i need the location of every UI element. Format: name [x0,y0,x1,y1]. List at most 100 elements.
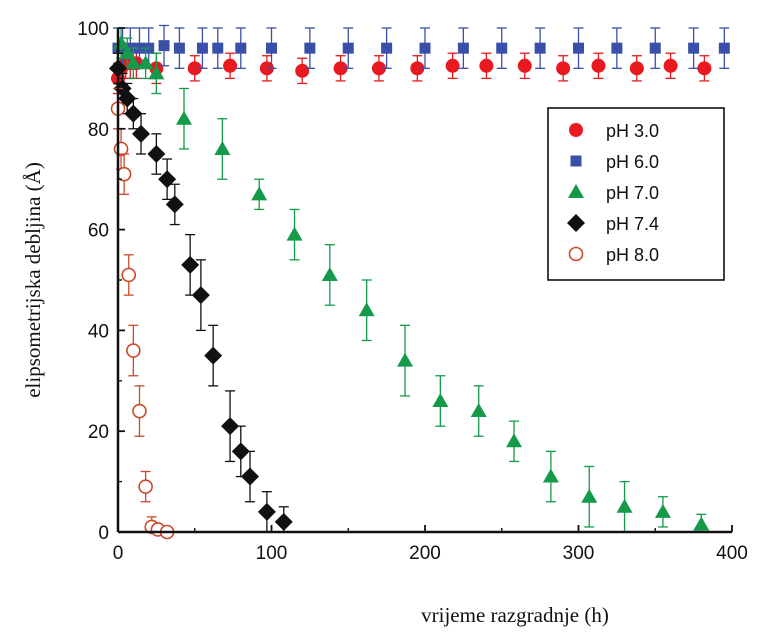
data-point [241,467,260,486]
data-point [126,343,141,358]
data-point [121,267,137,283]
legend-item: pH 7.4 [567,214,659,234]
data-point [214,140,231,155]
data-point [137,55,154,70]
data-point [333,61,348,76]
y-tick-label: 100 [77,19,109,40]
data-point [158,170,177,189]
data-point [506,433,523,448]
legend-marker [568,246,584,262]
series-ph-6-0 [112,24,730,69]
data-point [158,40,170,52]
legend-item: pH 8.0 [568,245,659,265]
data-point [697,61,712,76]
data-point [223,58,238,73]
axes: 0 100 200 300 400 0 20 40 60 80 100 [77,19,748,564]
data-point [534,42,546,54]
data-point [235,42,247,54]
data-point [304,42,316,54]
data-point [257,502,276,521]
legend-label: pH 3.0 [606,121,659,141]
data-point [556,61,571,76]
legend-item: pH 3.0 [569,121,659,141]
data-point [251,186,268,201]
data-point [321,266,338,281]
data-point [138,479,153,494]
data-point [133,42,145,54]
y-axis-title: elipsometrijska debljina (Å) [21,162,45,398]
legend-label: pH 7.4 [606,214,659,234]
data-point [470,403,487,418]
data-point [573,42,584,54]
legend-marker [570,155,582,167]
legend-label: pH 6.0 [606,152,659,172]
plot-area [109,24,730,540]
legend-item: pH 7.0 [568,183,659,203]
data-point [176,110,193,125]
data-point [629,61,644,76]
data-point [165,195,184,214]
data-point [496,42,508,54]
data-point [196,42,208,54]
legend-label: pH 7.0 [606,183,659,203]
data-point [124,104,143,123]
data-point [125,55,142,70]
data-point [148,65,165,80]
y-tick-label: 80 [88,120,109,141]
data-point [718,42,730,54]
data-point [118,89,137,108]
series-ph-3-0 [111,47,712,95]
data-point [358,302,375,317]
y-tick-label: 60 [88,221,109,242]
data-point [611,42,623,54]
legend-marker [569,123,583,137]
data-point [266,42,277,54]
data-point [419,42,431,54]
data-point [371,61,386,76]
data-point [445,58,460,73]
data-point [132,124,151,143]
y-tick-label: 40 [88,321,109,342]
series-ph-8-0 [110,87,175,540]
data-point [286,226,303,241]
data-point [181,255,200,274]
data-point [649,42,661,54]
legend-marker [568,184,584,198]
data-point [654,503,671,518]
data-point [663,58,678,73]
data-point [295,63,310,78]
data-point [457,42,469,54]
data-point [221,417,240,436]
x-tick-label: 300 [563,543,595,564]
data-point [191,286,210,305]
data-point [173,42,185,54]
y-tick-label: 0 [98,523,109,544]
data-point [204,346,223,365]
data-point [581,488,598,503]
data-point [187,61,202,76]
data-point [410,61,425,76]
data-point [542,468,559,483]
series-ph-7-4 [109,52,293,533]
data-point [342,42,354,54]
data-point [688,42,700,54]
legend-item: pH 6.0 [570,152,659,172]
data-point [591,58,606,73]
x-tick-label: 400 [716,543,748,564]
data-point [432,392,449,407]
data-point [147,145,166,163]
data-point [479,58,494,73]
data-point [231,442,250,461]
data-point [517,58,532,73]
data-point [397,352,414,367]
data-point [119,45,136,60]
data-point [693,516,710,531]
x-tick-label: 0 [113,543,124,564]
data-point [381,42,393,54]
data-point [274,512,293,531]
data-point [212,42,224,54]
x-axis-title: vrijeme razgradnje (h) [421,603,609,627]
legend-marker [567,214,585,232]
legend: pH 3.0 pH 6.0 pH 7.0 pH 7.4 pH 8.0 [547,107,725,281]
